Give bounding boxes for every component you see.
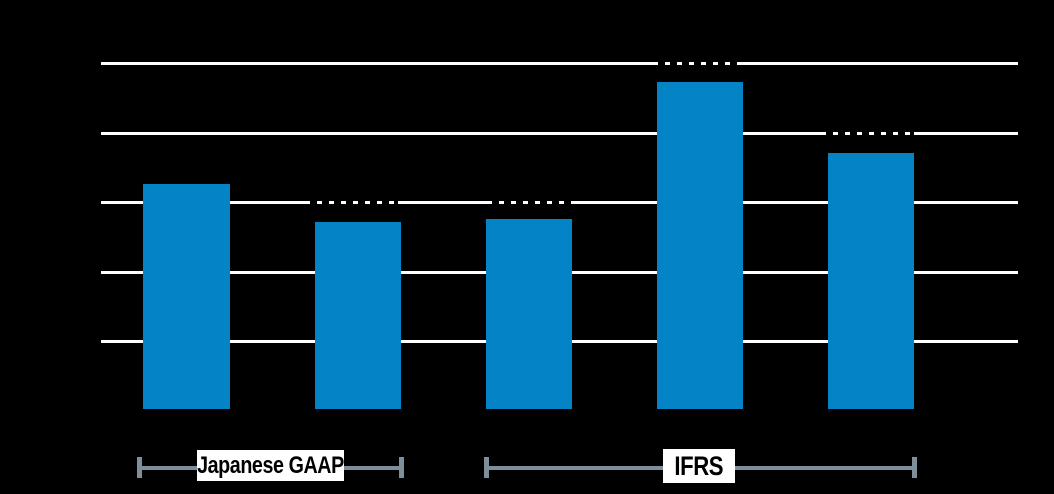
obscured-value-label [658, 61, 742, 66]
bar-4-ifrs [657, 82, 743, 409]
bar-3-ifrs [486, 219, 572, 409]
bar-2-japanese-gaap [315, 222, 401, 409]
group-label-text: Japanese GAAP [197, 451, 344, 479]
group-label-japanese-gaap: Japanese GAAP [197, 450, 344, 481]
bar-5-ifrs [828, 153, 914, 409]
gridline [101, 132, 1018, 135]
bar-1-japanese-gaap [143, 184, 230, 409]
obscured-value-label [310, 200, 398, 205]
obscured-value-label [492, 200, 572, 205]
obscured-value-label [826, 131, 914, 136]
gridline [101, 62, 1018, 65]
group-label-ifrs: IFRS [663, 449, 735, 483]
group-label-text: IFRS [674, 450, 724, 481]
